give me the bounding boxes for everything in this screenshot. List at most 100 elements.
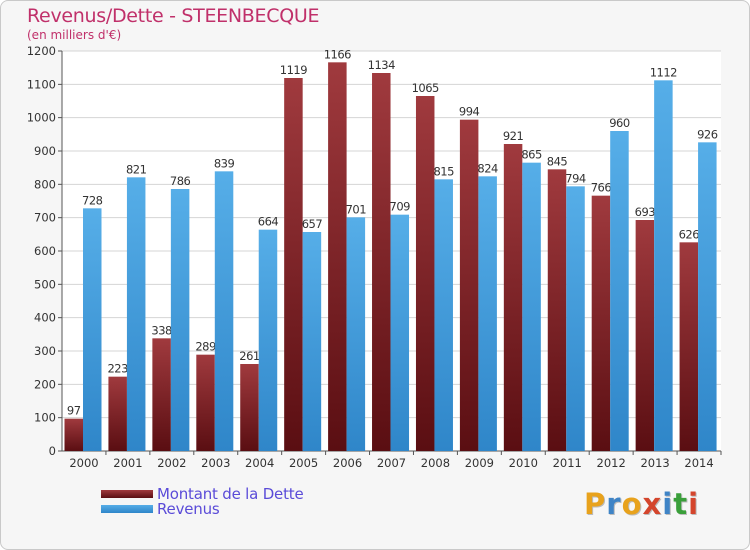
y-tick-label-1000: 1000 <box>27 111 56 125</box>
data-label-revenus-2010: 865 <box>521 148 542 162</box>
bar-dette-2002 <box>152 338 171 451</box>
bar-dette-2014 <box>679 242 699 451</box>
bar-revenus-2014 <box>698 142 717 452</box>
x-tick-label-2002: 2002 <box>157 456 186 470</box>
bar-dette-2013 <box>635 220 655 451</box>
logo-letter: t <box>673 487 689 521</box>
data-label-revenus-2005: 657 <box>302 217 323 231</box>
y-tick-label-700: 700 <box>34 211 56 225</box>
bar-dette-2011 <box>547 169 567 452</box>
bar-revenus-2003 <box>214 171 234 452</box>
bar-revenus-2007 <box>390 214 410 451</box>
data-label-dette-2005: 1119 <box>280 63 307 77</box>
data-label-dette-2006: 1166 <box>324 47 351 61</box>
chart-subtitle: (en milliers d'€) <box>27 28 122 42</box>
data-label-dette-2012: 766 <box>591 181 612 195</box>
bar-revenus-2011 <box>566 186 585 452</box>
chart-title: Revenus/Dette - STEENBECQUE <box>27 5 320 27</box>
data-label-dette-2010: 921 <box>503 129 524 143</box>
x-tick-label-2003: 2003 <box>201 456 230 470</box>
x-tick-label-2004: 2004 <box>245 456 274 470</box>
x-tick-label-2014: 2014 <box>684 456 713 470</box>
data-label-dette-2009: 994 <box>459 105 480 119</box>
y-tick-label-0: 0 <box>49 444 56 458</box>
y-tick-label-600: 600 <box>34 244 56 258</box>
bar-revenus-2001 <box>126 177 146 452</box>
y-tick-label-500: 500 <box>34 277 56 291</box>
x-tick-label-2007: 2007 <box>377 456 406 470</box>
data-label-dette-2003: 289 <box>195 340 216 354</box>
logo-letter: P <box>584 487 607 521</box>
data-label-dette-2007: 1134 <box>368 58 395 72</box>
bar-dette-2004 <box>240 364 259 451</box>
legend-swatch-dette <box>101 490 153 498</box>
data-label-revenus-2006: 701 <box>346 202 367 216</box>
proxiti-logo: Proxiti <box>584 487 699 521</box>
y-tick-label-400: 400 <box>34 311 56 325</box>
bar-revenus-2005 <box>302 232 322 451</box>
data-label-dette-2000: 97 <box>67 404 81 418</box>
data-label-dette-2002: 338 <box>151 323 172 337</box>
y-tick-label-100: 100 <box>34 411 56 425</box>
data-label-revenus-2014: 926 <box>697 127 718 141</box>
data-label-revenus-2009: 824 <box>477 161 498 175</box>
data-label-revenus-2002: 786 <box>170 174 191 188</box>
logo-letter: i <box>662 487 674 521</box>
bar-dette-2001 <box>108 376 127 451</box>
data-label-dette-2001: 223 <box>107 362 128 376</box>
bar-revenus-2002 <box>170 189 190 451</box>
logo-letter: o <box>621 487 643 521</box>
bar-dette-2012 <box>591 195 611 451</box>
bar-revenus-2012 <box>610 131 629 451</box>
bar-revenus-2008 <box>434 179 453 452</box>
bar-dette-2009 <box>459 119 479 452</box>
bar-dette-2008 <box>415 96 435 451</box>
data-label-dette-2013: 693 <box>635 205 656 219</box>
legend-swatch-revenus <box>101 505 153 513</box>
data-label-dette-2004: 261 <box>239 349 260 363</box>
bar-dette-2010 <box>503 144 523 451</box>
legend-label-dette: Montant de la Dette <box>157 485 304 503</box>
x-tick-label-2009: 2009 <box>465 456 494 470</box>
y-tick-label-900: 900 <box>34 144 56 158</box>
y-tick-label-1100: 1100 <box>27 77 56 91</box>
bar-revenus-2000 <box>83 208 102 451</box>
data-label-revenus-2001: 821 <box>126 162 147 176</box>
x-tick-label-2005: 2005 <box>289 456 318 470</box>
data-label-dette-2011: 845 <box>547 154 568 168</box>
bar-dette-2007 <box>372 73 391 451</box>
data-label-revenus-2004: 664 <box>258 215 279 229</box>
data-label-revenus-2012: 960 <box>609 116 630 130</box>
x-tick-label-2013: 2013 <box>640 456 669 470</box>
x-tick-label-2012: 2012 <box>597 456 626 470</box>
x-tick-label-2008: 2008 <box>421 456 450 470</box>
y-tick-label-300: 300 <box>34 344 56 358</box>
data-label-revenus-2003: 839 <box>214 156 235 170</box>
data-label-dette-2014: 626 <box>679 227 700 241</box>
bar-revenus-2010 <box>522 162 541 451</box>
bar-revenus-2006 <box>346 217 366 451</box>
bar-dette-2003 <box>196 354 215 451</box>
x-tick-label-2010: 2010 <box>509 456 538 470</box>
logo-letter: i <box>688 487 700 521</box>
y-tick-label-1200: 1200 <box>27 44 56 58</box>
bar-revenus-2013 <box>654 80 673 451</box>
x-tick-label-2000: 2000 <box>69 456 98 470</box>
bar-revenus-2009 <box>478 176 497 452</box>
data-label-revenus-2011: 794 <box>565 171 586 185</box>
y-tick-label-200: 200 <box>34 377 56 391</box>
x-tick-label-2001: 2001 <box>113 456 142 470</box>
bar-dette-2006 <box>328 62 347 451</box>
logo-letter: r <box>606 487 622 521</box>
data-label-revenus-2013: 1112 <box>650 65 677 79</box>
legend-label-revenus: Revenus <box>157 500 220 518</box>
x-tick-label-2011: 2011 <box>553 456 582 470</box>
bar-dette-2005 <box>284 78 303 451</box>
bar-revenus-2004 <box>258 229 278 451</box>
data-label-revenus-2007: 709 <box>390 200 411 214</box>
data-label-dette-2008: 1065 <box>412 81 439 95</box>
data-label-revenus-2000: 728 <box>82 193 103 207</box>
y-tick-label-800: 800 <box>34 177 56 191</box>
